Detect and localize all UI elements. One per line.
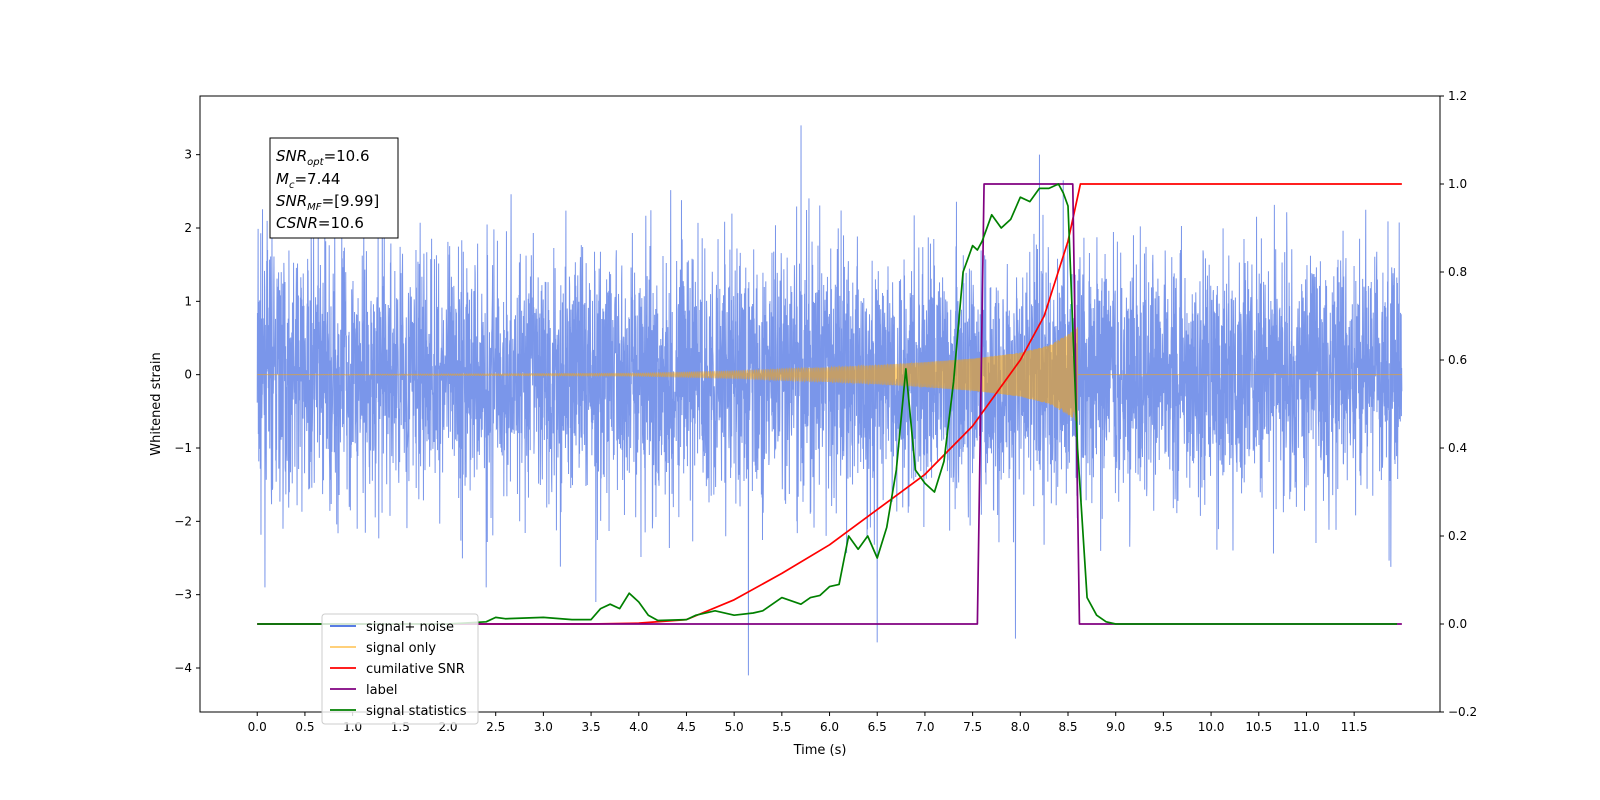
x-tick-label: 7.5 <box>963 720 982 734</box>
series-signal-statistics <box>257 183 1398 625</box>
y2-tick-label: 0.0 <box>1448 617 1467 631</box>
legend: signal+ noise signal only cumilative SNR la… <box>321 613 479 725</box>
y2-tick-label: 0.8 <box>1448 265 1467 279</box>
x-tick-label: 8.0 <box>1011 720 1030 734</box>
x-tick-label: 3.5 <box>582 720 601 734</box>
y2-tick-label: 1.2 <box>1448 89 1467 103</box>
x-tick-label: 0.5 <box>295 720 314 734</box>
y-tick-label: −1 <box>174 441 192 455</box>
x-tick-label: 6.0 <box>820 720 839 734</box>
line-series <box>257 183 1402 625</box>
x-tick-label: 7.0 <box>915 720 934 734</box>
series-signal-only <box>257 327 1402 423</box>
legend-label: signal+ noise <box>366 620 454 635</box>
legend-label: signal only <box>366 641 436 656</box>
y2-tick-label: 0.4 <box>1448 441 1467 455</box>
x-tick-label: 0.0 <box>248 720 267 734</box>
y-tick-label: 0 <box>184 368 192 382</box>
info-chirp-mass: Mc=7.44 <box>276 170 340 191</box>
x-axis-label: Time (s) <box>793 743 847 758</box>
x-tick-label: 11.5 <box>1341 720 1368 734</box>
x-tick-label: 6.5 <box>868 720 887 734</box>
y-axis-left: 3 2 1 0 −1 −2 −3 −4 <box>174 148 200 675</box>
info-box: SNRopt=10.6 Mc=7.44 SNRMF=[9.99] CSNR=10… <box>269 137 399 239</box>
x-tick-label: 10.0 <box>1198 720 1225 734</box>
y2-tick-label: 1.0 <box>1448 177 1467 191</box>
info-snr-mf: SNRMF=[9.99] <box>276 192 379 213</box>
y-tick-label: −3 <box>174 588 192 602</box>
y2-tick-label: −0.2 <box>1448 705 1477 719</box>
y2-tick-label: 0.2 <box>1448 529 1467 543</box>
y-tick-label: 2 <box>184 221 192 235</box>
x-tick-label: 2.5 <box>486 720 505 734</box>
y-axis-label: Whitened strain <box>149 352 164 455</box>
x-tick-label: 9.0 <box>1106 720 1125 734</box>
legend-label: signal statistics <box>366 704 467 719</box>
x-tick-label: 3.0 <box>534 720 553 734</box>
info-csnr: CSNR=10.6 <box>276 214 364 232</box>
x-tick-label: 9.5 <box>1154 720 1173 734</box>
x-tick-label: 4.0 <box>629 720 648 734</box>
y-tick-label: −2 <box>174 514 192 528</box>
legend-label: label <box>366 683 397 698</box>
y-tick-label: 1 <box>184 294 192 308</box>
y-axis-right: 1.2 1.0 0.8 0.6 0.4 0.2 0.0 −0.2 <box>1440 89 1477 719</box>
x-tick-label: 4.5 <box>677 720 696 734</box>
x-tick-label: 5.0 <box>725 720 744 734</box>
x-tick-label: 8.5 <box>1058 720 1077 734</box>
y-tick-label: 3 <box>184 148 192 162</box>
plot-frame <box>199 95 1441 713</box>
legend-label: cumilative SNR <box>366 662 465 677</box>
info-snr-opt: SNRopt=10.6 <box>276 147 370 168</box>
y2-tick-label: 0.6 <box>1448 353 1467 367</box>
series-signal-noise <box>256 125 1403 676</box>
x-tick-label: 10.5 <box>1245 720 1272 734</box>
y-tick-label: −4 <box>174 661 192 675</box>
x-tick-label: 11.0 <box>1293 720 1320 734</box>
noise-series <box>256 125 1403 676</box>
x-tick-label: 5.5 <box>772 720 791 734</box>
chirp-series <box>257 327 1402 423</box>
